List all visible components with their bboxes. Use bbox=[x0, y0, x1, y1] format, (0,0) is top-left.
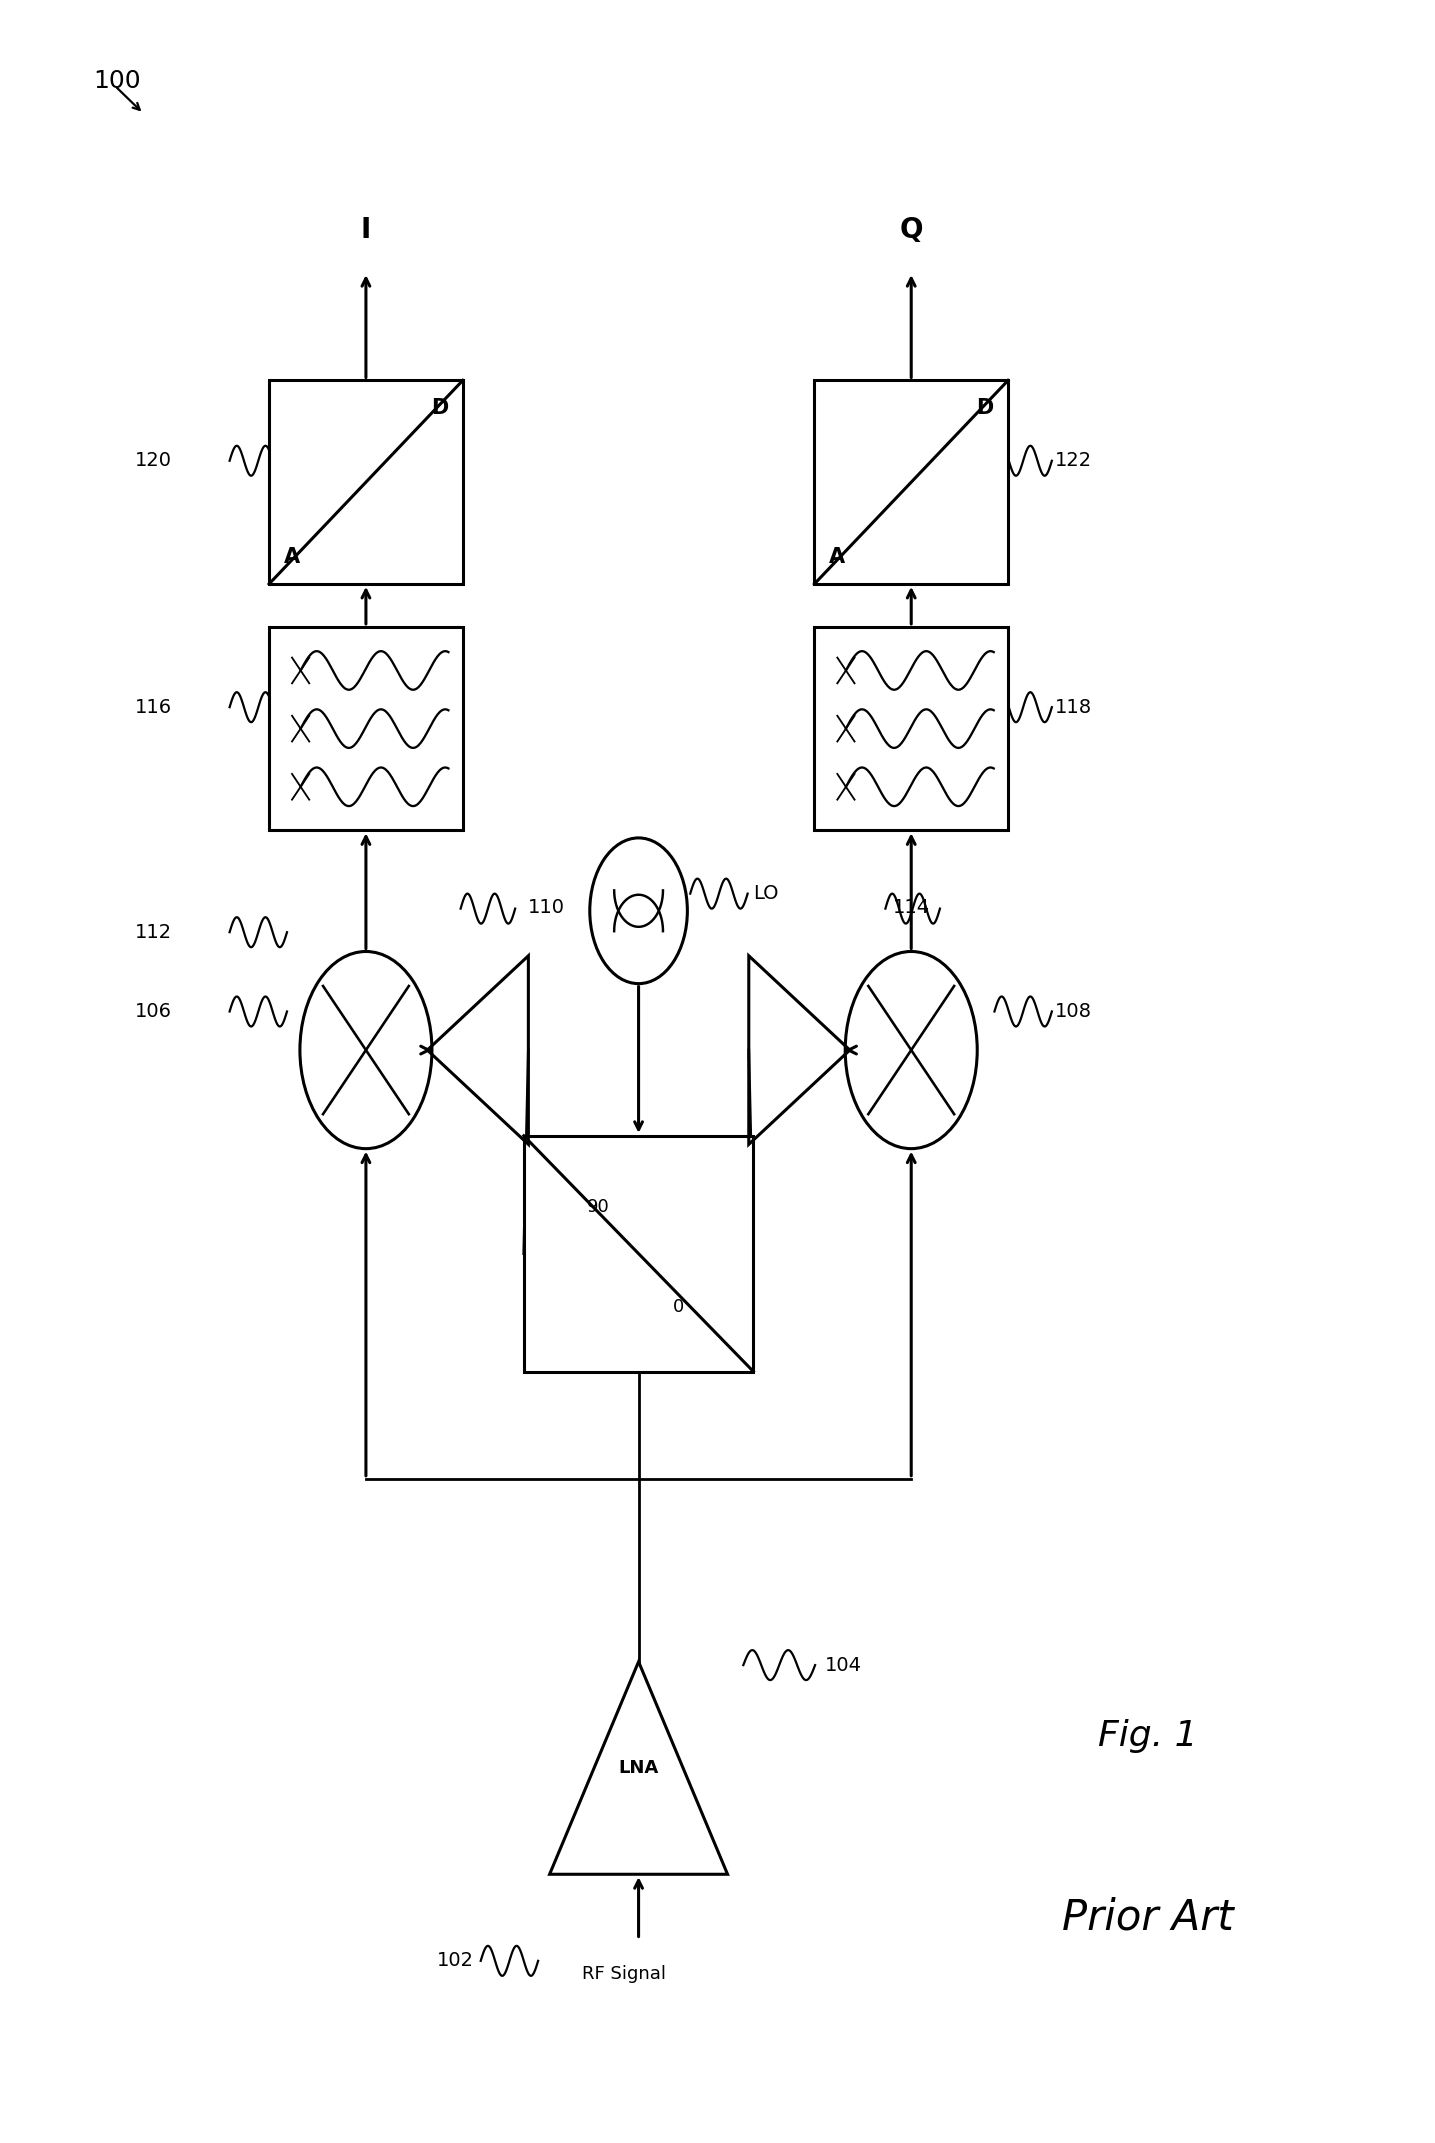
Text: 112: 112 bbox=[135, 924, 172, 941]
Bar bbox=[815, 626, 1007, 829]
Text: D: D bbox=[976, 399, 993, 418]
Text: I: I bbox=[360, 216, 372, 244]
Text: 106: 106 bbox=[135, 1003, 172, 1020]
Text: RF Signal: RF Signal bbox=[583, 1965, 666, 1982]
Text: 114: 114 bbox=[893, 898, 930, 917]
Text: 118: 118 bbox=[1055, 699, 1092, 716]
Bar bbox=[524, 1136, 753, 1372]
Text: A: A bbox=[829, 546, 845, 566]
Text: Q: Q bbox=[900, 216, 923, 244]
Bar bbox=[270, 626, 462, 829]
Text: A: A bbox=[284, 546, 300, 566]
Text: 116: 116 bbox=[135, 699, 172, 716]
Text: Fig. 1: Fig. 1 bbox=[1098, 1719, 1198, 1753]
Text: 100: 100 bbox=[93, 69, 141, 92]
Text: LO: LO bbox=[753, 885, 779, 902]
Text: 122: 122 bbox=[1055, 452, 1092, 469]
Bar bbox=[815, 381, 1007, 583]
Bar bbox=[270, 381, 462, 583]
Text: 104: 104 bbox=[825, 1657, 862, 1674]
Text: LNA: LNA bbox=[618, 1759, 659, 1777]
Text: 120: 120 bbox=[135, 452, 172, 469]
Text: Prior Art: Prior Art bbox=[1062, 1897, 1234, 1939]
Text: 102: 102 bbox=[436, 1952, 474, 1969]
Text: 90: 90 bbox=[587, 1198, 610, 1215]
Text: 110: 110 bbox=[528, 898, 565, 917]
Text: D: D bbox=[430, 399, 448, 418]
Text: 0: 0 bbox=[673, 1299, 684, 1316]
Text: 108: 108 bbox=[1055, 1003, 1092, 1020]
